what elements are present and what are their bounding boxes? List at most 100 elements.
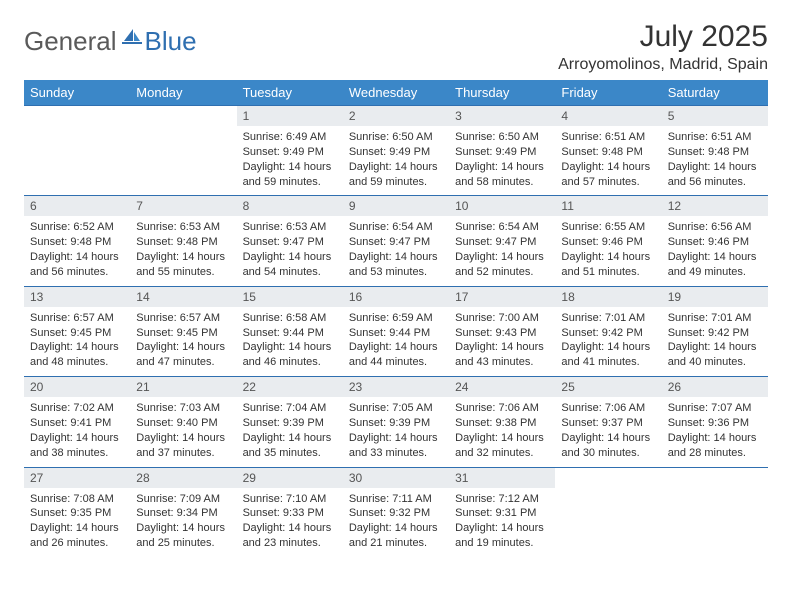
calendar-day-cell [662, 467, 768, 557]
day-details: Sunrise: 7:05 AMSunset: 9:39 PMDaylight:… [343, 397, 449, 466]
day-details: Sunrise: 6:51 AMSunset: 9:48 PMDaylight:… [662, 126, 768, 195]
day-details: Sunrise: 6:50 AMSunset: 9:49 PMDaylight:… [449, 126, 555, 195]
day-details: Sunrise: 7:01 AMSunset: 9:42 PMDaylight:… [555, 307, 661, 376]
sunset-line: Sunset: 9:49 PM [455, 145, 549, 160]
sunset-line: Sunset: 9:48 PM [136, 235, 230, 250]
sunset-line: Sunset: 9:38 PM [455, 416, 549, 431]
day-number: 2 [343, 106, 449, 126]
sunset-line: Sunset: 9:47 PM [455, 235, 549, 250]
sunset-line: Sunset: 9:44 PM [243, 326, 337, 341]
daylight-line: Daylight: 14 hours and 41 minutes. [561, 340, 655, 370]
sunrise-line: Sunrise: 7:04 AM [243, 401, 337, 416]
daylight-line: Daylight: 14 hours and 37 minutes. [136, 431, 230, 461]
day-number [662, 468, 768, 488]
sunset-line: Sunset: 9:37 PM [561, 416, 655, 431]
daylight-line: Daylight: 14 hours and 47 minutes. [136, 340, 230, 370]
calendar-week-row: 6Sunrise: 6:52 AMSunset: 9:48 PMDaylight… [24, 196, 768, 286]
sunset-line: Sunset: 9:45 PM [136, 326, 230, 341]
daylight-line: Daylight: 14 hours and 54 minutes. [243, 250, 337, 280]
day-number: 3 [449, 106, 555, 126]
daylight-line: Daylight: 14 hours and 43 minutes. [455, 340, 549, 370]
brand-sailboat-icon [121, 29, 143, 45]
calendar-day-cell: 3Sunrise: 6:50 AMSunset: 9:49 PMDaylight… [449, 106, 555, 196]
day-details: Sunrise: 7:11 AMSunset: 9:32 PMDaylight:… [343, 488, 449, 557]
day-details: Sunrise: 6:49 AMSunset: 9:49 PMDaylight:… [237, 126, 343, 195]
sunrise-line: Sunrise: 7:08 AM [30, 492, 124, 507]
day-number: 20 [24, 377, 130, 397]
day-details: Sunrise: 7:06 AMSunset: 9:38 PMDaylight:… [449, 397, 555, 466]
brand-text-blue: Blue [145, 26, 197, 57]
daylight-line: Daylight: 14 hours and 40 minutes. [668, 340, 762, 370]
calendar-day-cell: 24Sunrise: 7:06 AMSunset: 9:38 PMDayligh… [449, 377, 555, 467]
sunrise-line: Sunrise: 7:00 AM [455, 311, 549, 326]
calendar-day-cell [555, 467, 661, 557]
sunrise-line: Sunrise: 6:57 AM [136, 311, 230, 326]
day-number: 17 [449, 287, 555, 307]
day-details: Sunrise: 6:53 AMSunset: 9:48 PMDaylight:… [130, 216, 236, 285]
daylight-line: Daylight: 14 hours and 35 minutes. [243, 431, 337, 461]
day-details: Sunrise: 6:51 AMSunset: 9:48 PMDaylight:… [555, 126, 661, 195]
weekday-header: Monday [130, 80, 236, 106]
calendar-day-cell: 29Sunrise: 7:10 AMSunset: 9:33 PMDayligh… [237, 467, 343, 557]
day-number: 31 [449, 468, 555, 488]
sunrise-line: Sunrise: 7:02 AM [30, 401, 124, 416]
sunrise-line: Sunrise: 6:54 AM [455, 220, 549, 235]
day-number: 26 [662, 377, 768, 397]
daylight-line: Daylight: 14 hours and 59 minutes. [349, 160, 443, 190]
day-number: 29 [237, 468, 343, 488]
day-number: 5 [662, 106, 768, 126]
sunset-line: Sunset: 9:36 PM [668, 416, 762, 431]
day-number: 21 [130, 377, 236, 397]
day-details: Sunrise: 6:58 AMSunset: 9:44 PMDaylight:… [237, 307, 343, 376]
day-number: 4 [555, 106, 661, 126]
sunset-line: Sunset: 9:31 PM [455, 506, 549, 521]
weekday-header: Friday [555, 80, 661, 106]
day-details: Sunrise: 6:57 AMSunset: 9:45 PMDaylight:… [24, 307, 130, 376]
day-number [555, 468, 661, 488]
daylight-line: Daylight: 14 hours and 52 minutes. [455, 250, 549, 280]
day-number: 8 [237, 196, 343, 216]
sunset-line: Sunset: 9:44 PM [349, 326, 443, 341]
daylight-line: Daylight: 14 hours and 25 minutes. [136, 521, 230, 551]
calendar-day-cell: 27Sunrise: 7:08 AMSunset: 9:35 PMDayligh… [24, 467, 130, 557]
calendar-day-cell: 5Sunrise: 6:51 AMSunset: 9:48 PMDaylight… [662, 106, 768, 196]
daylight-line: Daylight: 14 hours and 53 minutes. [349, 250, 443, 280]
daylight-line: Daylight: 14 hours and 32 minutes. [455, 431, 549, 461]
calendar-day-cell: 21Sunrise: 7:03 AMSunset: 9:40 PMDayligh… [130, 377, 236, 467]
calendar-table: Sunday Monday Tuesday Wednesday Thursday… [24, 80, 768, 557]
sunset-line: Sunset: 9:33 PM [243, 506, 337, 521]
daylight-line: Daylight: 14 hours and 46 minutes. [243, 340, 337, 370]
daylight-line: Daylight: 14 hours and 30 minutes. [561, 431, 655, 461]
calendar-day-cell: 18Sunrise: 7:01 AMSunset: 9:42 PMDayligh… [555, 286, 661, 376]
day-details: Sunrise: 6:59 AMSunset: 9:44 PMDaylight:… [343, 307, 449, 376]
calendar-day-cell: 22Sunrise: 7:04 AMSunset: 9:39 PMDayligh… [237, 377, 343, 467]
daylight-line: Daylight: 14 hours and 51 minutes. [561, 250, 655, 280]
calendar-day-cell: 14Sunrise: 6:57 AMSunset: 9:45 PMDayligh… [130, 286, 236, 376]
day-details: Sunrise: 7:02 AMSunset: 9:41 PMDaylight:… [24, 397, 130, 466]
sunset-line: Sunset: 9:47 PM [243, 235, 337, 250]
sunset-line: Sunset: 9:49 PM [349, 145, 443, 160]
calendar-day-cell: 25Sunrise: 7:06 AMSunset: 9:37 PMDayligh… [555, 377, 661, 467]
sunset-line: Sunset: 9:32 PM [349, 506, 443, 521]
calendar-day-cell: 23Sunrise: 7:05 AMSunset: 9:39 PMDayligh… [343, 377, 449, 467]
calendar-day-cell: 6Sunrise: 6:52 AMSunset: 9:48 PMDaylight… [24, 196, 130, 286]
calendar-week-row: 13Sunrise: 6:57 AMSunset: 9:45 PMDayligh… [24, 286, 768, 376]
title-block: July 2025 Arroyomolinos, Madrid, Spain [558, 20, 768, 74]
brand-text-general: General [24, 26, 117, 57]
sunset-line: Sunset: 9:43 PM [455, 326, 549, 341]
sunrise-line: Sunrise: 7:07 AM [668, 401, 762, 416]
calendar-day-cell: 30Sunrise: 7:11 AMSunset: 9:32 PMDayligh… [343, 467, 449, 557]
day-number: 18 [555, 287, 661, 307]
day-details: Sunrise: 6:53 AMSunset: 9:47 PMDaylight:… [237, 216, 343, 285]
sunset-line: Sunset: 9:34 PM [136, 506, 230, 521]
page-header: General Blue July 2025 Arroyomolinos, Ma… [24, 20, 768, 74]
calendar-day-cell: 16Sunrise: 6:59 AMSunset: 9:44 PMDayligh… [343, 286, 449, 376]
day-number: 30 [343, 468, 449, 488]
daylight-line: Daylight: 14 hours and 26 minutes. [30, 521, 124, 551]
day-number: 10 [449, 196, 555, 216]
day-number: 11 [555, 196, 661, 216]
sunset-line: Sunset: 9:46 PM [561, 235, 655, 250]
sunrise-line: Sunrise: 6:53 AM [136, 220, 230, 235]
calendar-day-cell [24, 106, 130, 196]
sunset-line: Sunset: 9:45 PM [30, 326, 124, 341]
